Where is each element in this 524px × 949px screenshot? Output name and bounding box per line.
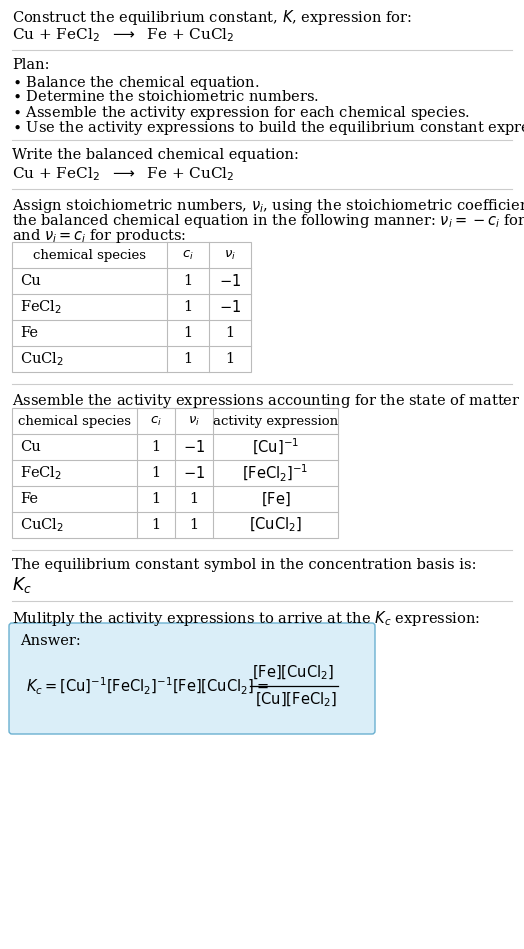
Text: 1: 1 <box>183 300 192 314</box>
Text: $\nu_i$: $\nu_i$ <box>224 249 236 262</box>
Text: Cu: Cu <box>20 274 41 288</box>
Text: $K_c = [\mathrm{Cu}]^{-1} [\mathrm{FeCl}_2]^{-1} [\mathrm{Fe}][\mathrm{CuCl}_2] : $K_c = [\mathrm{Cu}]^{-1} [\mathrm{FeCl}… <box>26 676 269 697</box>
Text: 1: 1 <box>183 352 192 366</box>
Text: Plan:: Plan: <box>12 58 49 72</box>
Text: $\bullet$ Use the activity expressions to build the equilibrium constant express: $\bullet$ Use the activity expressions t… <box>12 119 524 137</box>
Text: $[\mathrm{FeCl}_2]^{-1}$: $[\mathrm{FeCl}_2]^{-1}$ <box>242 462 309 484</box>
Text: $[\mathrm{Cu}][\mathrm{FeCl}_2]$: $[\mathrm{Cu}][\mathrm{FeCl}_2]$ <box>255 691 337 709</box>
Text: $\nu_i$: $\nu_i$ <box>188 415 200 428</box>
Text: $K_c$: $K_c$ <box>12 575 32 595</box>
Text: 1: 1 <box>151 492 160 506</box>
Text: $c_i$: $c_i$ <box>182 249 194 262</box>
Bar <box>12 408 338 538</box>
Text: activity expression: activity expression <box>213 415 338 427</box>
Text: and $\nu_i = c_i$ for products:: and $\nu_i = c_i$ for products: <box>12 227 187 245</box>
Text: 1: 1 <box>190 518 199 532</box>
Text: $-1$: $-1$ <box>183 439 205 455</box>
Text: Cu + FeCl$_2$  $\longrightarrow$  Fe + CuCl$_2$: Cu + FeCl$_2$ $\longrightarrow$ Fe + CuC… <box>12 26 235 44</box>
Text: Assemble the activity expressions accounting for the state of matter and $\nu_i$: Assemble the activity expressions accoun… <box>12 392 524 410</box>
Text: Assign stoichiometric numbers, $\nu_i$, using the stoichiometric coefficients, $: Assign stoichiometric numbers, $\nu_i$, … <box>12 197 524 215</box>
Text: $[\mathrm{Fe}]$: $[\mathrm{Fe}]$ <box>260 491 290 508</box>
Text: $-1$: $-1$ <box>219 273 241 289</box>
Text: Answer:: Answer: <box>20 634 81 648</box>
Text: Cu + FeCl$_2$  $\longrightarrow$  Fe + CuCl$_2$: Cu + FeCl$_2$ $\longrightarrow$ Fe + CuC… <box>12 165 235 183</box>
Text: $c_i$: $c_i$ <box>150 415 162 428</box>
Text: $\bullet$ Assemble the activity expression for each chemical species.: $\bullet$ Assemble the activity expressi… <box>12 104 470 122</box>
Text: 1: 1 <box>151 440 160 454</box>
Text: Mulitply the activity expressions to arrive at the $K_c$ expression:: Mulitply the activity expressions to arr… <box>12 609 480 628</box>
Text: CuCl$_2$: CuCl$_2$ <box>20 350 64 368</box>
Text: $-1$: $-1$ <box>219 299 241 315</box>
Text: Construct the equilibrium constant, $K$, expression for:: Construct the equilibrium constant, $K$,… <box>12 8 412 27</box>
Text: 1: 1 <box>151 466 160 480</box>
Text: $\bullet$ Determine the stoichiometric numbers.: $\bullet$ Determine the stoichiometric n… <box>12 89 319 104</box>
Text: $[\mathrm{Cu}]^{-1}$: $[\mathrm{Cu}]^{-1}$ <box>252 437 299 457</box>
Text: 1: 1 <box>190 492 199 506</box>
Text: Write the balanced chemical equation:: Write the balanced chemical equation: <box>12 148 299 162</box>
Text: chemical species: chemical species <box>18 415 131 427</box>
Text: 1: 1 <box>183 274 192 288</box>
Text: chemical species: chemical species <box>33 249 146 262</box>
Text: The equilibrium constant symbol in the concentration basis is:: The equilibrium constant symbol in the c… <box>12 558 476 572</box>
Text: Cu: Cu <box>20 440 41 454</box>
Text: 1: 1 <box>225 326 235 340</box>
Text: Fe: Fe <box>20 326 38 340</box>
Text: CuCl$_2$: CuCl$_2$ <box>20 516 64 534</box>
Text: 1: 1 <box>225 352 235 366</box>
Text: $\bullet$ Balance the chemical equation.: $\bullet$ Balance the chemical equation. <box>12 74 259 92</box>
Text: 1: 1 <box>151 518 160 532</box>
Bar <box>12 242 251 372</box>
FancyBboxPatch shape <box>9 623 375 734</box>
Text: 1: 1 <box>183 326 192 340</box>
Text: the balanced chemical equation in the following manner: $\nu_i = -c_i$ for react: the balanced chemical equation in the fo… <box>12 212 524 230</box>
Text: FeCl$_2$: FeCl$_2$ <box>20 298 62 316</box>
Text: $-1$: $-1$ <box>183 465 205 481</box>
Text: $[\mathrm{CuCl}_2]$: $[\mathrm{CuCl}_2]$ <box>249 516 302 534</box>
Text: Fe: Fe <box>20 492 38 506</box>
Text: FeCl$_2$: FeCl$_2$ <box>20 464 62 482</box>
Text: $[\mathrm{Fe}][\mathrm{CuCl}_2]$: $[\mathrm{Fe}][\mathrm{CuCl}_2]$ <box>252 663 334 682</box>
